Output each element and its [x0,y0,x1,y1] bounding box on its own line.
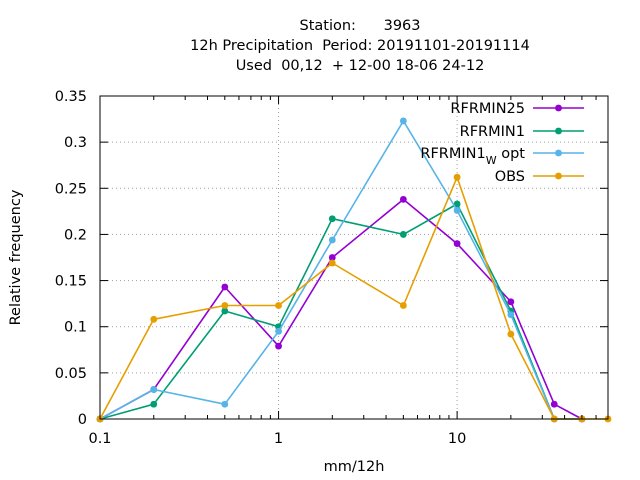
data-point-cross [329,260,336,266]
data-point-cross [400,231,407,238]
data-point-cross [555,128,562,134]
data-point-cross [329,254,336,261]
data-point-cross [329,215,336,222]
series-line [99,176,608,420]
data-point-cross [454,240,460,247]
y-tick-label: 0.1 [64,320,87,336]
legend-label: RFRMIN1W opt [420,146,525,167]
data-point-cross [275,328,282,335]
data-point-cross [551,401,558,408]
data-point-cross [150,401,157,408]
data-point-cross [400,302,407,309]
data-point-cross [275,323,282,330]
data-point-cross [507,298,514,305]
series-3 [96,173,612,423]
legend-label-name: RFRMIN25 [450,101,525,117]
x-tick-label: 1 [274,431,283,447]
data-point-cross [400,118,407,124]
data-point-cross [454,207,460,214]
chart-title-line-3: Used 00,12 + 12-00 18-06 24-12 [235,58,485,74]
data-point-cross [507,331,514,337]
chart-title-line-1: Station: 3963 [299,18,421,34]
data-point-cross [221,308,228,314]
y-axis-label: Relative frequency [8,189,24,325]
y-tick-label: 0.2 [64,227,87,243]
data-point-cross [555,173,562,179]
legend-entry: OBS [495,169,584,185]
data-point-cross [400,196,407,203]
series-line [99,198,583,420]
legend-label-name: OBS [495,169,525,185]
legend-label-subscript: W [486,154,497,167]
series-1 [96,200,586,423]
legend-label-name: RFRMIN1 [420,146,485,162]
data-point-cross [555,105,562,111]
grid [100,96,608,419]
y-tick-label: 0 [78,412,87,428]
data-point-cross [150,386,157,393]
x-axis-label: mm/12h [324,459,385,475]
data-point-cross [275,302,282,309]
legend-label: RFRMIN25 [450,101,525,117]
x-tick-label: 10 [448,431,466,447]
data-point-cross [454,201,460,207]
y-tick-label: 0.25 [55,181,87,197]
data-point-cross [454,174,460,181]
data-point-cross [275,343,282,349]
x-tick-label: 0.1 [88,431,111,447]
legend-label-suffix: opt [497,146,526,162]
chart-title-line-2: 12h Precipitation Period: 20191101-20191… [190,38,530,54]
legend-label: RFRMIN1 [460,124,525,140]
y-tick-label: 0.15 [55,274,87,290]
series-layer [96,117,612,423]
legend-label: OBS [495,169,525,185]
series-line [99,120,582,420]
series-2 [96,117,586,423]
y-tick-label: 0.3 [64,135,87,151]
ticks: 0 0.05 0.1 0.15 0.2 0.25 0.3 0.35 0.1 1 10 [55,89,608,447]
data-point-cross [221,401,228,408]
data-point-cross [555,150,562,156]
data-point-cross [221,302,228,309]
legend-entry: RFRMIN1 [460,124,584,140]
legend-entry: RFRMIN25 [450,101,584,117]
y-tick-label: 0.35 [55,89,87,105]
data-point-cross [507,311,514,318]
legend-label-name: RFRMIN1 [460,124,525,140]
plot-frame [99,95,609,420]
legend-entry: RFRMIN1W opt [420,146,584,167]
data-point-cross [221,284,228,290]
data-point-cross [329,237,336,243]
data-point-cross [150,316,157,323]
y-tick-label: 0.05 [55,366,87,382]
